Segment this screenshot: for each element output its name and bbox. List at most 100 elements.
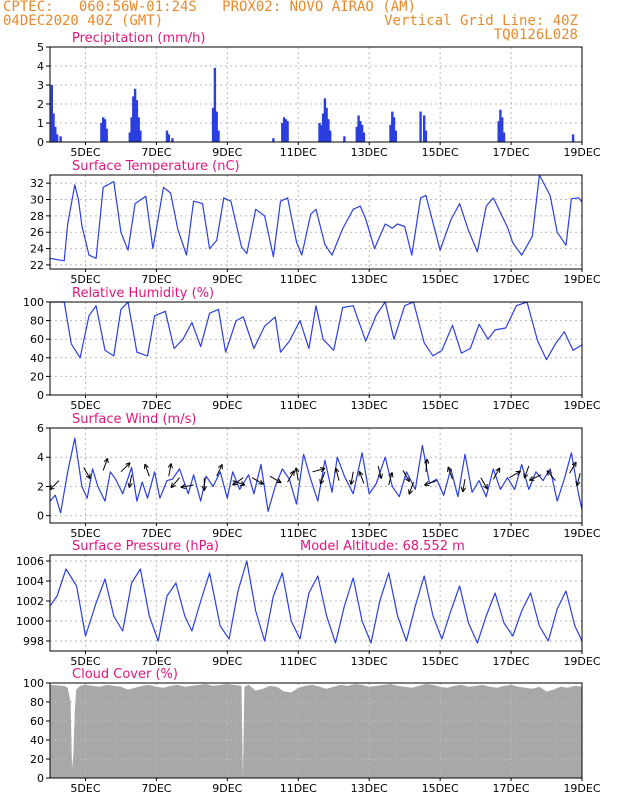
xtick-label-4-3: 11DEC bbox=[280, 655, 317, 668]
wind-arrow-32 bbox=[509, 470, 522, 479]
wind-arrow-4 bbox=[127, 474, 133, 488]
ytick-label-1-2: 26 bbox=[30, 226, 44, 239]
xtick-label-1-7: 19DEC bbox=[563, 273, 600, 286]
series-line-2 bbox=[50, 301, 583, 361]
plot-frame-1 bbox=[49, 174, 583, 270]
ytick-label-3-0: 0 bbox=[37, 510, 44, 523]
wind-arrow-23 bbox=[388, 472, 394, 486]
precip-bar-19 bbox=[211, 107, 215, 142]
wind-arrow-10 bbox=[216, 464, 223, 477]
precip-bar-11 bbox=[132, 96, 135, 142]
ytick-label-0-5: 5 bbox=[37, 41, 44, 54]
plot-area-4 bbox=[50, 555, 582, 651]
precip-bar-49 bbox=[499, 109, 502, 142]
precip-bar-23 bbox=[272, 138, 275, 142]
wind-arrow-12 bbox=[232, 477, 244, 486]
panel-title-4: Surface Pressure (hPa) bbox=[72, 539, 219, 554]
precip-bar-31 bbox=[323, 98, 327, 142]
xtick-label-0-0: 5DEC bbox=[70, 146, 100, 159]
precip-bar-1 bbox=[52, 113, 55, 142]
xtick-label-4-0: 5DEC bbox=[70, 655, 100, 668]
precip-bar-18 bbox=[171, 138, 174, 142]
precip-bar-50 bbox=[501, 117, 504, 142]
wind-arrow-22 bbox=[377, 465, 383, 479]
xtick-label-4-5: 15DEC bbox=[422, 655, 459, 668]
precip-bar-40 bbox=[362, 132, 366, 142]
wind-arrow-18 bbox=[319, 471, 326, 485]
xtick-label-1-1: 7DEC bbox=[141, 273, 171, 286]
precip-bar-6 bbox=[102, 117, 105, 142]
xtick-label-2-5: 15DEC bbox=[422, 399, 459, 412]
xtick-label-3-7: 19DEC bbox=[563, 527, 600, 540]
xtick-label-2-7: 19DEC bbox=[563, 399, 600, 412]
wind-arrow-14 bbox=[269, 475, 282, 484]
ytick-label-4-0: 998 bbox=[23, 635, 44, 648]
xtick-label-1-4: 13DEC bbox=[351, 273, 388, 286]
precip-bar-10 bbox=[130, 117, 133, 142]
precip-bar-26 bbox=[284, 119, 288, 142]
wind-arrow-30 bbox=[480, 477, 488, 490]
precip-bar-7 bbox=[103, 119, 107, 142]
xtick-label-2-2: 9DEC bbox=[212, 399, 242, 412]
precip-bar-42 bbox=[391, 111, 394, 142]
header-model-id: TQ0126L028 bbox=[493, 27, 578, 43]
ytick-label-5-1: 20 bbox=[30, 753, 44, 766]
wind-arrow-15 bbox=[287, 470, 295, 483]
xtick-label-0-1: 7DEC bbox=[141, 146, 171, 159]
xtick-label-0-3: 11DEC bbox=[280, 146, 317, 159]
ytick-label-4-1: 1000 bbox=[16, 615, 44, 628]
precip-bar-0 bbox=[50, 85, 53, 142]
ytick-label-2-4: 80 bbox=[30, 315, 44, 328]
plot-frame-2 bbox=[49, 301, 583, 396]
plot-frame-5 bbox=[49, 682, 583, 779]
wind-arrow-33 bbox=[523, 465, 530, 479]
xtick-label-5-6: 17DEC bbox=[493, 782, 530, 795]
precip-bar-48 bbox=[497, 121, 500, 142]
precip-bar-51 bbox=[502, 132, 506, 142]
ytick-label-5-2: 40 bbox=[30, 734, 44, 747]
panel-title-2: Relative Humidity (%) bbox=[72, 286, 214, 301]
precip-bar-52 bbox=[571, 134, 575, 142]
xtick-label-5-4: 13DEC bbox=[351, 782, 388, 795]
precip-bar-16 bbox=[165, 130, 169, 142]
xtick-label-3-5: 15DEC bbox=[422, 527, 459, 540]
xtick-label-0-4: 13DEC bbox=[351, 146, 388, 159]
precip-bar-5 bbox=[100, 123, 103, 142]
ytick-label-2-0: 0 bbox=[37, 389, 44, 402]
wind-arrow-8 bbox=[180, 483, 194, 490]
ytick-label-5-4: 80 bbox=[30, 696, 44, 709]
precip-bar-9 bbox=[128, 132, 131, 142]
ytick-label-0-0: 0 bbox=[37, 136, 44, 149]
xtick-label-3-4: 13DEC bbox=[351, 527, 388, 540]
wind-arrow-2 bbox=[102, 457, 109, 471]
xtick-label-0-7: 19DEC bbox=[563, 146, 600, 159]
ytick-label-0-2: 2 bbox=[37, 98, 44, 111]
wind-arrow-19 bbox=[334, 467, 340, 481]
ytick-label-3-1: 2 bbox=[37, 480, 44, 493]
precip-bar-3 bbox=[55, 134, 59, 142]
panel-title-3: Surface Wind (m/s) bbox=[72, 412, 196, 427]
wind-arrow-29 bbox=[460, 479, 467, 493]
xtick-label-2-1: 7DEC bbox=[141, 399, 171, 412]
wind-arrow-6 bbox=[167, 463, 173, 477]
panel-title-5: Cloud Cover (%) bbox=[72, 667, 178, 682]
plot-frame-3 bbox=[49, 427, 583, 524]
ytick-label-2-1: 20 bbox=[30, 370, 44, 383]
wind-arrow-13 bbox=[251, 477, 264, 485]
wind-arrow-36 bbox=[569, 461, 577, 474]
precip-bar-29 bbox=[320, 124, 323, 142]
xtick-label-3-3: 11DEC bbox=[280, 527, 317, 540]
header-line1: CPTEC: 060:56W-01:24S PROX02: NOVO AIRAO… bbox=[3, 0, 417, 15]
xtick-label-4-2: 9DEC bbox=[212, 655, 242, 668]
xtick-label-2-6: 17DEC bbox=[493, 399, 530, 412]
ytick-label-1-3: 28 bbox=[30, 210, 44, 223]
xtick-label-4-6: 17DEC bbox=[493, 655, 530, 668]
wind-arrow-20 bbox=[349, 471, 355, 485]
precip-bar-25 bbox=[282, 117, 286, 142]
ytick-label-5-5: 100 bbox=[23, 677, 44, 690]
xtick-label-1-2: 9DEC bbox=[212, 273, 242, 286]
wind-arrow-17 bbox=[312, 467, 326, 473]
precip-bar-8 bbox=[105, 128, 108, 142]
ytick-label-2-2: 40 bbox=[30, 352, 44, 365]
ytick-label-3-3: 6 bbox=[37, 422, 44, 435]
